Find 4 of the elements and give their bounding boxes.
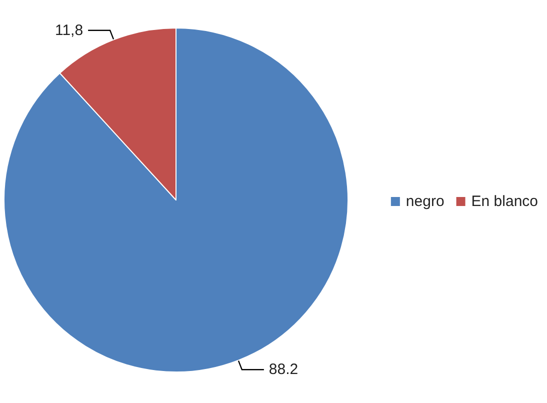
data-label: 88.2 <box>268 361 298 378</box>
legend-label: En blanco <box>471 193 538 210</box>
legend-label: negro <box>406 193 444 210</box>
data-label: 11,8 <box>54 22 84 39</box>
